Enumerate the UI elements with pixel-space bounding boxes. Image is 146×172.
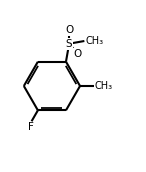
Text: S: S (66, 39, 72, 49)
Text: CH₃: CH₃ (85, 36, 103, 46)
Text: F: F (28, 122, 34, 132)
Text: O: O (74, 49, 82, 59)
Text: O: O (65, 25, 73, 35)
Text: CH₃: CH₃ (95, 81, 113, 91)
